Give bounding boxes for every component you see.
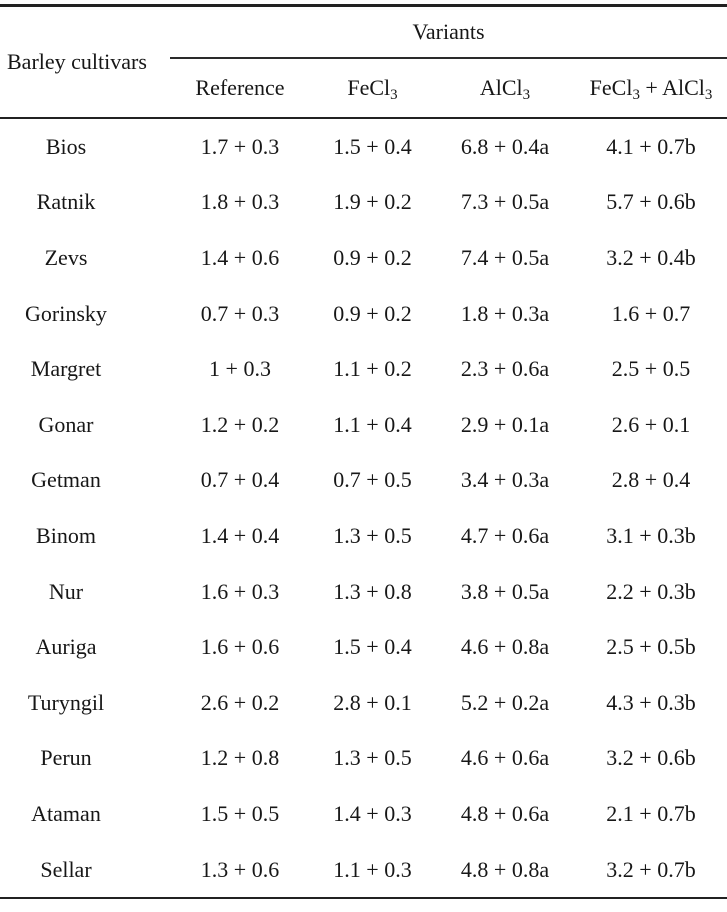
value-cell: 1.6 + 0.6 bbox=[200, 634, 280, 660]
row-header-barley-cultivars: Barley cultivars bbox=[0, 5, 170, 119]
value-cell: 4.8 + 0.8a bbox=[460, 856, 550, 882]
value-cell: 4.6 + 0.8a bbox=[460, 634, 550, 660]
value-cell: 7.3 + 0.5a bbox=[460, 189, 550, 215]
value-cell: 1.3 + 0.5 bbox=[333, 745, 412, 771]
value-cell: 4.6 + 0.6a bbox=[460, 745, 550, 771]
value-cell: 1.3 + 0.6 bbox=[200, 856, 280, 882]
value-cell: 3.8 + 0.5a bbox=[460, 578, 550, 604]
table-row: Nur 1.6 + 0.3 1.3 + 0.8 3.8 + 0.5a 2.2 +… bbox=[0, 564, 727, 620]
value-cell: 1.1 + 0.2 bbox=[333, 356, 412, 382]
value-cell: 0.7 + 0.4 bbox=[200, 467, 280, 493]
table-row: Auriga 1.6 + 0.6 1.5 + 0.4 4.6 + 0.8a 2.… bbox=[0, 619, 727, 675]
col-header-reference: Reference bbox=[170, 58, 310, 119]
cultivar-cell: Auriga bbox=[35, 634, 97, 660]
cultivar-cell: Zevs bbox=[44, 244, 88, 270]
table-row: Getman 0.7 + 0.4 0.7 + 0.5 3.4 + 0.3a 2.… bbox=[0, 453, 727, 509]
table-row: Margret 1 + 0.3 1.1 + 0.2 2.3 + 0.6a 2.5… bbox=[0, 341, 727, 397]
col-header-fecl3: FeCl3 bbox=[310, 58, 435, 119]
cultivar-cell: Sellar bbox=[40, 856, 92, 882]
value-cell: 1.4 + 0.6 bbox=[200, 244, 280, 270]
value-cell: 0.9 + 0.2 bbox=[333, 244, 412, 270]
value-cell: 1.5 + 0.5 bbox=[200, 800, 280, 826]
value-cell: 3.2 + 0.7b bbox=[606, 856, 696, 882]
value-cell: 1.8 + 0.3 bbox=[200, 189, 280, 215]
table-row: Ratnik 1.8 + 0.3 1.9 + 0.2 7.3 + 0.5a 5.… bbox=[0, 175, 727, 231]
table-row: Gonar 1.2 + 0.2 1.1 + 0.4 2.9 + 0.1a 2.6… bbox=[0, 397, 727, 453]
value-cell: 1.4 + 0.4 bbox=[200, 522, 280, 548]
cultivar-cell: Gonar bbox=[38, 411, 94, 437]
barley-cultivars-table: Barley cultivars Variants Reference FeCl… bbox=[0, 4, 727, 900]
value-cell: 1.7 + 0.3 bbox=[200, 133, 280, 159]
value-cell: 5.2 + 0.2a bbox=[460, 689, 550, 715]
cultivar-cell: Perun bbox=[40, 745, 92, 771]
value-cell: 2.3 + 0.6a bbox=[460, 356, 550, 382]
value-cell: 0.9 + 0.2 bbox=[333, 300, 412, 326]
value-cell: 2.2 + 0.3b bbox=[606, 578, 696, 604]
value-cell: 1.1 + 0.4 bbox=[333, 411, 412, 437]
value-cell: 2.8 + 0.4 bbox=[611, 467, 691, 493]
table-row: Zevs 1.4 + 0.6 0.9 + 0.2 7.4 + 0.5a 3.2 … bbox=[0, 230, 727, 286]
value-cell: 5.7 + 0.6b bbox=[606, 189, 696, 215]
value-cell: 1.2 + 0.2 bbox=[200, 411, 280, 437]
value-cell: 1.6 + 0.7 bbox=[611, 300, 691, 326]
value-cell: 1.5 + 0.4 bbox=[333, 634, 412, 660]
value-cell: 1.9 + 0.2 bbox=[333, 189, 412, 215]
value-cell: 6.8 + 0.4a bbox=[460, 133, 550, 159]
table-row: Binom 1.4 + 0.4 1.3 + 0.5 4.7 + 0.6a 3.1… bbox=[0, 508, 727, 564]
value-cell: 2.5 + 0.5 bbox=[611, 356, 691, 382]
cultivar-cell: Turyngil bbox=[27, 689, 105, 715]
value-cell: 4.1 + 0.7b bbox=[606, 133, 696, 159]
table-row: Ataman 1.5 + 0.5 1.4 + 0.3 4.8 + 0.6a 2.… bbox=[0, 786, 727, 842]
value-cell: 3.2 + 0.6b bbox=[606, 745, 696, 771]
value-cell: 7.4 + 0.5a bbox=[460, 244, 550, 270]
value-cell: 1.8 + 0.3a bbox=[460, 300, 550, 326]
value-cell: 4.8 + 0.6a bbox=[460, 800, 550, 826]
table-row: Sellar 1.3 + 0.6 1.1 + 0.3 4.8 + 0.8a 3.… bbox=[0, 842, 727, 899]
value-cell: 3.4 + 0.3a bbox=[460, 467, 550, 493]
cultivar-cell: Nur bbox=[48, 578, 84, 604]
value-cell: 1.2 + 0.8 bbox=[200, 745, 280, 771]
cultivar-cell: Binom bbox=[36, 522, 96, 548]
value-cell: 1.1 + 0.3 bbox=[333, 856, 412, 882]
value-cell: 3.1 + 0.3b bbox=[606, 522, 696, 548]
value-cell: 1.5 + 0.4 bbox=[333, 133, 412, 159]
value-cell: 3.2 + 0.4b bbox=[606, 244, 696, 270]
value-cell: 2.6 + 0.1 bbox=[611, 411, 691, 437]
table-body: Bios 1.7 + 0.3 1.5 + 0.4 6.8 + 0.4a 4.1 … bbox=[0, 118, 727, 898]
value-cell: 2.1 + 0.7b bbox=[606, 800, 696, 826]
value-cell: 4.3 + 0.3b bbox=[606, 689, 696, 715]
cultivar-cell: Ataman bbox=[31, 800, 101, 826]
table-row: Turyngil 2.6 + 0.2 2.8 + 0.1 5.2 + 0.2a … bbox=[0, 675, 727, 731]
value-cell: 1.3 + 0.5 bbox=[333, 522, 412, 548]
table-row: Gorinsky 0.7 + 0.3 0.9 + 0.2 1.8 + 0.3a … bbox=[0, 286, 727, 342]
col-header-fecl3-alcl3: FeCl3 + AlCl3 bbox=[575, 58, 727, 119]
cultivar-cell: Margret bbox=[30, 356, 102, 382]
table-row: Perun 1.2 + 0.8 1.3 + 0.5 4.6 + 0.6a 3.2… bbox=[0, 731, 727, 787]
value-cell: 2.6 + 0.2 bbox=[200, 689, 280, 715]
value-cell: 1.3 + 0.8 bbox=[333, 578, 412, 604]
cultivar-cell: Getman bbox=[31, 467, 101, 493]
value-cell: 1 + 0.3 bbox=[209, 356, 271, 382]
value-cell: 2.5 + 0.5b bbox=[606, 634, 696, 660]
group-header-variants: Variants bbox=[170, 5, 727, 59]
cultivar-cell: Gorinsky bbox=[25, 300, 107, 326]
value-cell: 4.7 + 0.6a bbox=[460, 522, 550, 548]
value-cell: 1.4 + 0.3 bbox=[333, 800, 412, 826]
value-cell: 0.7 + 0.5 bbox=[333, 467, 412, 493]
col-header-alcl3: AlCl3 bbox=[435, 58, 575, 119]
table-row: Bios 1.7 + 0.3 1.5 + 0.4 6.8 + 0.4a 4.1 … bbox=[0, 118, 727, 175]
value-cell: 0.7 + 0.3 bbox=[200, 300, 280, 326]
cultivar-cell: Ratnik bbox=[36, 189, 96, 215]
cultivar-cell: Bios bbox=[45, 133, 87, 159]
value-cell: 2.8 + 0.1 bbox=[333, 689, 412, 715]
value-cell: 2.9 + 0.1a bbox=[460, 411, 550, 437]
value-cell: 1.6 + 0.3 bbox=[200, 578, 280, 604]
table-header: Barley cultivars Variants Reference FeCl… bbox=[0, 5, 727, 119]
